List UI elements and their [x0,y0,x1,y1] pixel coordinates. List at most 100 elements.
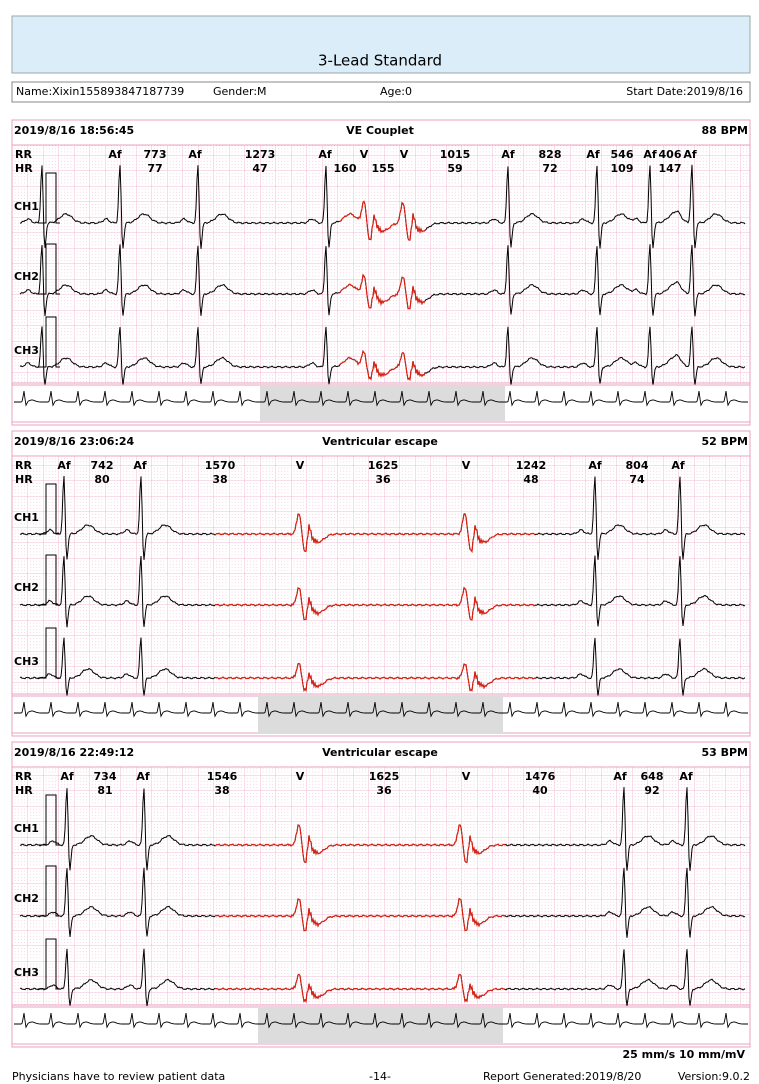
strip-bpm: 88 BPM [701,124,748,137]
channel-label: CH3 [14,655,39,668]
rhythm-highlight [258,1007,503,1044]
channel-label: CH1 [14,200,39,213]
ecg-trace-event [339,273,426,310]
ecg-trace-event [214,973,506,1003]
rr-label: RR [15,148,32,161]
strip-time: 2019/8/16 22:49:12 [14,746,134,759]
hr-annotation: 81 [97,784,112,797]
rr-annotation: Af [586,148,600,161]
rr-annotation: 1546 [207,770,238,783]
rr-annotation: 546 [611,148,634,161]
rr-annotation: V [462,770,471,783]
strip-title: Ventricular escape [322,746,438,759]
patient-gender: Gender:M [213,85,267,98]
patient-name: Name:Xixin155893847187739 [16,85,184,98]
rr-annotation: Af [671,459,685,472]
ecg-grid [11,766,751,1006]
channel-label: CH3 [14,966,39,979]
rr-annotation: 773 [144,148,167,161]
strip-time: 2019/8/16 18:56:45 [14,124,134,137]
rr-annotation: Af [588,459,602,472]
rr-annotation: V [462,459,471,472]
hr-annotation: 38 [214,784,229,797]
rr-annotation: 734 [94,770,117,783]
rr-label: RR [15,770,32,783]
footer-notice: Physicians have to review patient data [12,1070,225,1083]
strip-bpm: 53 BPM [701,746,748,759]
report-title: 3-Lead Standard [318,52,442,70]
hr-annotation: 36 [375,473,391,486]
ecg-trace-event [339,200,426,241]
rr-annotation: Af [60,770,74,783]
hr-annotation: 59 [447,162,462,175]
hr-annotation: 92 [644,784,659,797]
rr-annotation: Af [318,148,332,161]
rr-annotation: Af [679,770,693,783]
rr-annotation: 1242 [516,459,547,472]
channel-label: CH1 [14,511,39,524]
hr-annotation: 74 [629,473,645,486]
ecg-trace-event [214,513,536,554]
hr-annotation: 155 [372,162,395,175]
info-box [11,81,751,103]
calibration-pulse [38,316,60,368]
rr-label: RR [15,459,32,472]
rhythm-trace [14,1013,748,1029]
rr-annotation: 1570 [205,459,236,472]
hr-label: HR [15,473,33,486]
rr-annotation: 742 [91,459,114,472]
calibration-pulse [38,172,60,224]
hr-annotation: 47 [252,162,267,175]
report-generated: Report Generated:2019/8/20 [483,1070,641,1083]
start-date: Start Date:2019/8/16 [626,85,743,98]
rr-annotation: V [296,459,305,472]
hr-annotation: 36 [376,784,392,797]
strip-time: 2019/8/16 23:06:24 [14,435,135,448]
hr-annotation: 38 [212,473,227,486]
calibration-pulse [38,794,60,846]
rr-annotation: 406 [659,148,682,161]
ecg-trace-event [214,897,506,932]
ecg-trace-event [214,586,536,621]
header-box [11,15,751,74]
rr-annotation: V [296,770,305,783]
channel-label: CH1 [14,822,39,835]
hr-label: HR [15,784,33,797]
rr-annotation: 1476 [525,770,556,783]
channel-label: CH2 [14,892,39,905]
page-number: -14- [369,1070,391,1083]
calibration-pulse [38,243,60,295]
rr-annotation: 1015 [440,148,471,161]
strip-title: Ventricular escape [322,435,438,448]
rhythm-trace [14,391,748,407]
calibration-pulse [38,483,60,535]
ecg-grid [11,455,751,695]
rr-annotation: Af [57,459,71,472]
rr-annotation: Af [108,148,122,161]
hr-annotation: 147 [659,162,682,175]
ecg-trace-event [214,662,536,692]
rr-annotation: V [400,148,409,161]
ecg-trace-event [339,349,426,382]
rr-annotation: 648 [641,770,664,783]
hr-annotation: 40 [532,784,548,797]
rhythm-highlight [258,696,503,733]
rhythm-highlight [260,385,505,422]
rr-annotation: Af [188,148,202,161]
rr-annotation: Af [683,148,697,161]
rr-annotation: V [360,148,369,161]
scale-info: 25 mm/s 10 mm/mV [622,1048,745,1061]
ecg-trace-event [214,824,506,863]
rr-annotation: 804 [626,459,649,472]
version: Version:9.0.2 [678,1070,750,1083]
hr-label: HR [15,162,33,175]
rr-annotation: Af [133,459,147,472]
rr-annotation: 1625 [368,459,399,472]
rr-annotation: Af [643,148,657,161]
channel-label: CH3 [14,344,39,357]
hr-annotation: 72 [542,162,557,175]
ecg-grid [11,144,751,384]
hr-annotation: 77 [147,162,162,175]
hr-annotation: 160 [334,162,357,175]
